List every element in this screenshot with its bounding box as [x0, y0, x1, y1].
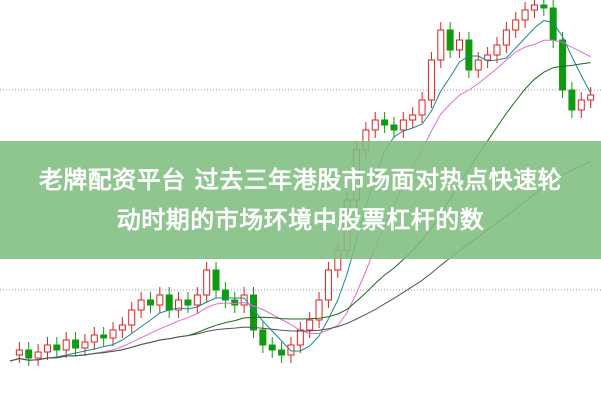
candle-body	[118, 324, 126, 331]
candle-body	[446, 29, 454, 51]
candle-body	[231, 299, 239, 306]
ma10-line	[9, 39, 591, 362]
candle-body	[268, 344, 276, 351]
candle-body	[559, 39, 567, 91]
candle-body	[175, 299, 183, 311]
candle-body	[540, 4, 548, 9]
candle-body	[418, 99, 426, 116]
candle-body	[493, 44, 501, 56]
candle-body	[306, 319, 314, 331]
candle-body	[165, 294, 173, 311]
candle-body	[521, 9, 529, 21]
candle-body	[324, 269, 332, 301]
candle-body	[287, 344, 295, 356]
headline-line-2: 动时期的市场环境中股票杠杆的数	[116, 206, 485, 234]
candle-body	[184, 299, 192, 306]
candle-body	[212, 269, 220, 291]
candle-body	[474, 59, 482, 71]
candle-body	[72, 339, 80, 349]
headline-banner: 老牌配资平台 过去三年港股市场面对热点快速轮 动时期的市场环境中股票杠杆的数	[0, 141, 601, 259]
candle-body	[315, 299, 323, 321]
candle-body	[371, 119, 379, 131]
candle-body	[278, 349, 286, 356]
candle-body	[259, 329, 267, 346]
candle-body	[577, 99, 585, 111]
candle-body	[109, 329, 117, 339]
candle-body	[427, 59, 435, 101]
candle-body	[568, 89, 576, 111]
candle-body	[193, 294, 201, 306]
candle-body	[465, 39, 473, 71]
candle-body	[137, 299, 145, 311]
candle-body	[296, 329, 304, 346]
candle-body	[587, 94, 595, 101]
candle-body	[81, 341, 89, 349]
candle-body	[240, 294, 248, 306]
ma5-line	[9, 20, 592, 362]
candle-body	[34, 351, 42, 359]
candle-body	[62, 339, 70, 351]
candle-body	[456, 39, 464, 51]
candle-body	[156, 294, 164, 306]
candle-body	[390, 124, 398, 131]
candle-body	[53, 344, 61, 351]
candle-body	[484, 54, 492, 61]
candle-body	[549, 7, 557, 41]
candle-body	[100, 334, 108, 339]
candle-body	[221, 289, 229, 301]
candle-body	[381, 119, 389, 126]
candle-body	[530, 4, 538, 11]
headline-line-1: 老牌配资平台 过去三年港股市场面对热点快速轮	[38, 166, 563, 194]
candle-body	[25, 349, 33, 359]
candle-body	[512, 19, 520, 31]
candle-body	[249, 294, 257, 331]
candle-body	[399, 119, 407, 131]
candle-body	[43, 344, 51, 353]
candle-body	[437, 29, 445, 61]
candle-body	[15, 349, 23, 356]
candle-body	[203, 269, 211, 296]
candle-body	[128, 309, 136, 326]
candle-body	[90, 334, 98, 343]
candle-body	[409, 114, 417, 121]
candle-body	[146, 299, 154, 306]
candle-body	[502, 29, 510, 46]
